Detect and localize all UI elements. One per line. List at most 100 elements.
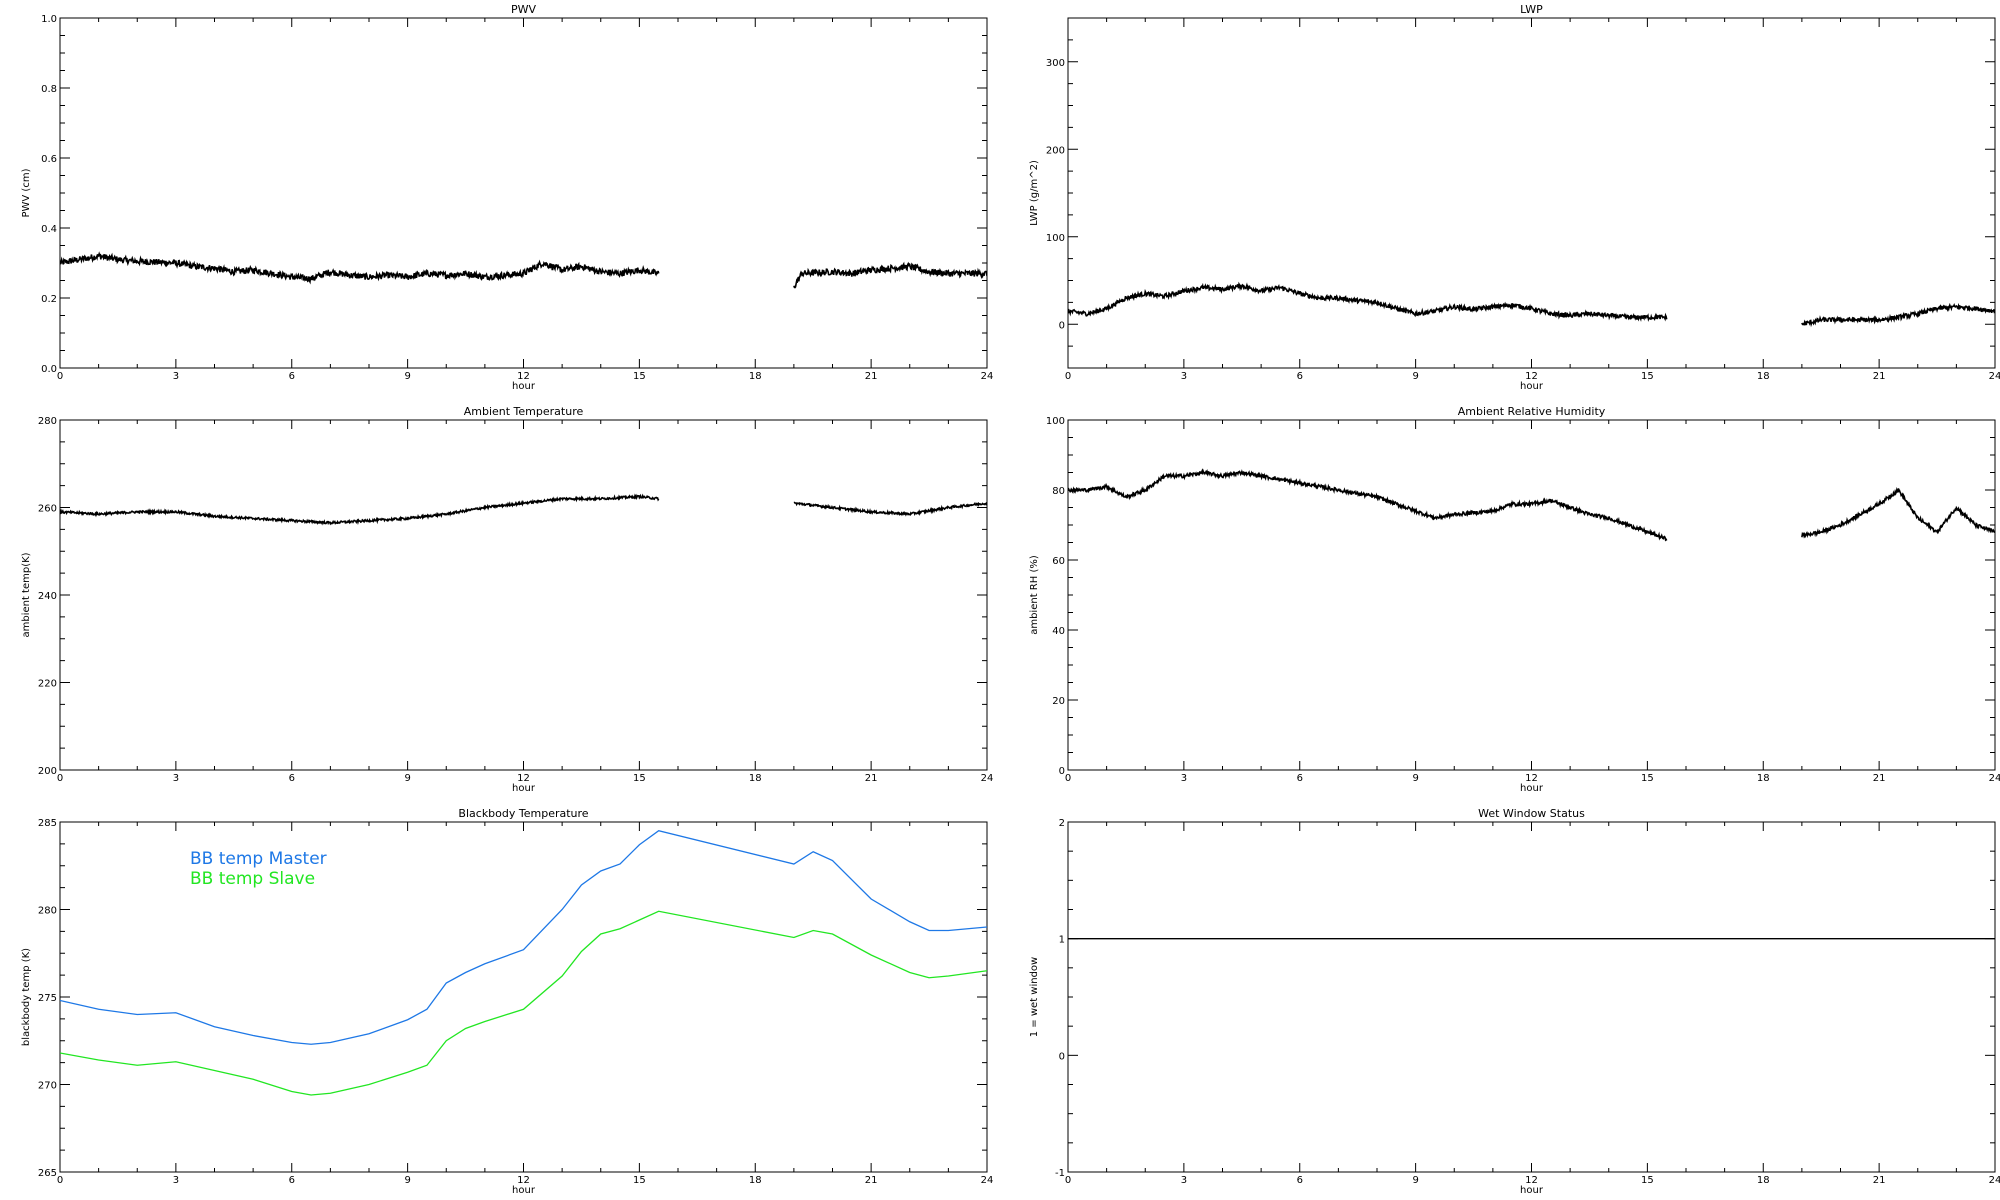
y-tick-label: 40 <box>1052 626 1065 637</box>
x-tick-label: 15 <box>633 371 646 382</box>
chart-panel-ambient-rh: Ambient Relative Humidity 0 3 6 9 12 15 18 21 24 h… <box>1029 405 2000 794</box>
y-tick-label: 100 <box>1046 233 1065 244</box>
x-axis-label: hour <box>512 783 536 794</box>
x-tick-label: 21 <box>1873 1175 1886 1186</box>
x-tick-label: 12 <box>517 1175 530 1186</box>
y-tick-label: 0.8 <box>41 84 57 95</box>
legend-entry: BB temp Slave <box>190 869 315 889</box>
x-tick-label: 18 <box>749 1175 762 1186</box>
x-tick-label: 9 <box>1412 1175 1418 1186</box>
x-tick-label: 9 <box>404 773 410 784</box>
x-tick-label: 12 <box>517 371 530 382</box>
x-tick-label: 12 <box>1525 1175 1538 1186</box>
y-tick-label: 0.6 <box>41 154 57 165</box>
y-tick-label: 1.0 <box>41 14 57 25</box>
chart-panel-blackbody-temp: Blackbody Temperature 0 3 6 9 12 15 18 21 24 hour 2… <box>21 807 993 1196</box>
x-tick-label: 6 <box>1297 371 1303 382</box>
y-tick-label: -1 <box>1055 1168 1065 1179</box>
y-axis-label: LWP (g/m^2) <box>1029 160 1040 226</box>
x-tick-label: 24 <box>981 1175 994 1186</box>
plot-frame <box>1067 17 1996 369</box>
x-tick-label: 24 <box>1989 773 2000 784</box>
series-line-lwp-seg-1 <box>1801 302 1995 328</box>
x-tick-label: 21 <box>865 1175 878 1186</box>
y-tick-label: 100 <box>1046 416 1065 427</box>
y-tick-label: 280 <box>38 416 57 427</box>
x-tick-label: 21 <box>1873 371 1886 382</box>
x-tick-label: 15 <box>633 1175 646 1186</box>
x-tick-label: 9 <box>404 1175 410 1186</box>
plot-frame <box>1067 821 1996 1173</box>
y-tick-label: 285 <box>38 818 57 829</box>
series-line-ambient-temp-seg-1 <box>793 501 987 517</box>
y-tick-label: 200 <box>1046 145 1065 156</box>
x-axis-label: hour <box>512 381 536 392</box>
chart-panel-pwv: PWV 0 3 6 9 12 15 18 21 24 hour 0.0 0.2 0.4 0.6 0.8 1.0 P… <box>21 3 993 392</box>
x-tick-label: 24 <box>1989 1175 2000 1186</box>
x-tick-label: 0 <box>1065 371 1071 382</box>
x-tick-label: 12 <box>517 773 530 784</box>
x-tick-label: 6 <box>289 773 295 784</box>
series-line-bb-temp-slave-seg-0 <box>60 910 987 1096</box>
series-line-bb-temp-master-seg-0 <box>60 830 987 1045</box>
x-tick-label: 21 <box>1873 773 1886 784</box>
y-axis-label: ambient temp(K) <box>21 552 32 637</box>
x-tick-label: 3 <box>1181 773 1187 784</box>
x-tick-label: 9 <box>404 371 410 382</box>
y-tick-label: 220 <box>38 679 57 690</box>
chart-title: Wet Window Status <box>1478 807 1585 820</box>
x-tick-label: 6 <box>289 1175 295 1186</box>
chart-title: Blackbody Temperature <box>458 807 588 820</box>
y-axis-label: ambient RH (%) <box>1029 555 1040 635</box>
x-tick-label: 6 <box>1297 1175 1303 1186</box>
x-tick-label: 0 <box>1065 773 1071 784</box>
y-tick-label: 20 <box>1052 696 1065 707</box>
series-line-pwv-seg-1 <box>793 261 987 289</box>
x-tick-label: 18 <box>1757 773 1770 784</box>
x-tick-label: 3 <box>173 773 179 784</box>
series-line-ambient-temp-seg-0 <box>60 493 660 526</box>
y-tick-label: 275 <box>38 993 57 1004</box>
y-tick-label: 0 <box>1059 1051 1065 1062</box>
x-tick-label: 12 <box>1525 371 1538 382</box>
y-tick-label: 240 <box>38 591 57 602</box>
x-tick-label: 3 <box>1181 1175 1187 1186</box>
y-tick-label: 1 <box>1059 935 1065 946</box>
x-tick-label: 9 <box>1412 371 1418 382</box>
y-axis-label: blackbody temp (K) <box>21 948 32 1046</box>
x-tick-label: 3 <box>1181 371 1187 382</box>
x-tick-label: 24 <box>1989 371 2000 382</box>
x-tick-label: 15 <box>1641 773 1654 784</box>
y-tick-label: 280 <box>38 906 57 917</box>
x-tick-label: 15 <box>1641 371 1654 382</box>
x-tick-label: 18 <box>1757 1175 1770 1186</box>
x-tick-label: 6 <box>289 371 295 382</box>
series-line-ambient-rh-seg-0 <box>1068 468 1668 542</box>
x-tick-label: 9 <box>1412 773 1418 784</box>
y-tick-label: 300 <box>1046 58 1065 69</box>
y-tick-label: 80 <box>1052 486 1065 497</box>
y-axis-label: PWV (cm) <box>21 168 32 217</box>
x-axis-label: hour <box>1520 381 1544 392</box>
x-tick-label: 12 <box>1525 773 1538 784</box>
x-tick-label: 18 <box>749 371 762 382</box>
x-tick-label: 24 <box>981 371 994 382</box>
chart-title: Ambient Relative Humidity <box>1458 405 1606 418</box>
x-tick-label: 18 <box>1757 371 1770 382</box>
x-tick-label: 0 <box>1065 1175 1071 1186</box>
x-tick-label: 18 <box>749 773 762 784</box>
x-tick-label: 0 <box>57 773 63 784</box>
x-tick-label: 3 <box>173 371 179 382</box>
x-axis-label: hour <box>1520 1185 1544 1196</box>
y-tick-label: 270 <box>38 1081 57 1092</box>
y-tick-label: 0.2 <box>41 294 57 305</box>
y-tick-label: 0 <box>1059 766 1065 777</box>
chart-title: Ambient Temperature <box>464 405 584 418</box>
chart-panel-lwp: LWP 0 3 6 9 12 15 18 21 24 hour 0 100 200 300 LWP (g/m^… <box>1029 3 2000 392</box>
x-axis-label: hour <box>512 1185 536 1196</box>
chart-title: PWV <box>511 3 537 16</box>
y-tick-label: 0.0 <box>41 364 57 375</box>
y-axis-label: 1 = wet window <box>1029 957 1040 1037</box>
x-tick-label: 24 <box>981 773 994 784</box>
